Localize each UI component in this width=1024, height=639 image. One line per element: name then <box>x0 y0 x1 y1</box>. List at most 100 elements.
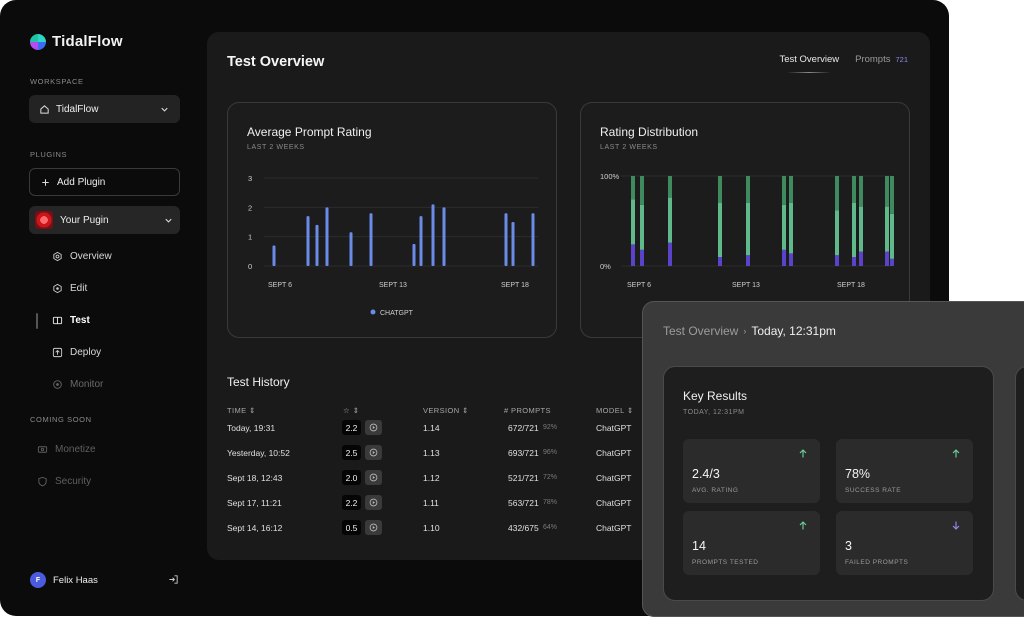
stacked-bar-segment[interactable] <box>835 176 839 211</box>
add-plugin-button[interactable]: Add Plugin <box>29 168 180 196</box>
stacked-bar-segment[interactable] <box>746 176 750 203</box>
view-run-button[interactable] <box>365 470 382 485</box>
stacked-bar-segment[interactable] <box>852 203 856 257</box>
workspace-select[interactable]: TidalFlow <box>29 95 180 123</box>
x-tick-label: SEPT 18 <box>837 282 865 289</box>
user-profile[interactable]: F Felix Haas <box>30 572 98 588</box>
bar[interactable] <box>325 207 329 266</box>
stacked-bar-segment[interactable] <box>631 199 635 245</box>
stacked-bar-segment[interactable] <box>668 197 672 243</box>
bar[interactable] <box>369 213 373 266</box>
row-model: ChatGPT <box>596 473 632 483</box>
stat-card: 14 PROMPTS TESTED <box>683 511 820 575</box>
row-model: ChatGPT <box>596 423 632 433</box>
bar[interactable] <box>531 213 535 266</box>
view-run-button[interactable] <box>365 445 382 460</box>
stacked-bar-segment[interactable] <box>859 251 863 266</box>
row-score: 2.2 <box>342 495 361 510</box>
nav-item-overview[interactable]: Overview <box>52 251 112 262</box>
stacked-bar-segment[interactable] <box>718 176 722 203</box>
nav-item-edit[interactable]: Edit <box>52 283 87 294</box>
stacked-bar-segment[interactable] <box>782 176 786 205</box>
arrow-up-icon <box>799 449 807 458</box>
row-time: Today, 19:31 <box>227 423 276 433</box>
row-pct: 78% <box>543 499 558 506</box>
tab-prompts[interactable]: Prompts 721 <box>855 54 908 65</box>
col-model[interactable]: MODEL ⇕ <box>596 406 634 415</box>
bar[interactable] <box>306 216 310 266</box>
sidebar: TidalFlow WORKSPACE TidalFlow PLUGINS Ad… <box>0 0 200 616</box>
bar[interactable] <box>272 245 276 266</box>
stacked-bar-segment[interactable] <box>668 176 672 198</box>
bar[interactable] <box>431 204 435 266</box>
stacked-bar-segment[interactable] <box>885 251 889 266</box>
stacked-bar-segment[interactable] <box>640 204 644 250</box>
app-name: TidalFlow <box>52 33 123 50</box>
top-tabs: Test Overview Prompts 721 <box>779 54 908 73</box>
stacked-bar-segment[interactable] <box>746 255 750 266</box>
bar[interactable] <box>349 232 353 266</box>
sort-icon: ⇕ <box>249 406 256 415</box>
nav-item-security: Security <box>37 476 91 487</box>
col-rating[interactable]: ☆ ⇕ <box>343 406 359 415</box>
stacked-bar-segment[interactable] <box>890 258 894 266</box>
page-title: Test Overview <box>227 54 325 70</box>
stat-label: SUCCESS RATE <box>845 487 902 494</box>
stacked-bar-segment[interactable] <box>859 206 863 252</box>
stacked-bar-segment[interactable] <box>782 204 786 250</box>
stacked-bar-segment[interactable] <box>789 203 793 254</box>
bar[interactable] <box>442 207 446 266</box>
col-prompts[interactable]: # PROMPTS <box>504 406 551 415</box>
stacked-bar-segment[interactable] <box>852 176 856 203</box>
stacked-bar-segment[interactable] <box>746 203 750 256</box>
view-run-button[interactable] <box>365 520 382 535</box>
workspace-label: WORKSPACE <box>30 77 84 86</box>
stacked-bar-segment[interactable] <box>718 203 722 257</box>
stat-value: 3 <box>845 539 852 553</box>
plugin-select[interactable]: Your Pugin <box>29 206 180 234</box>
tab-test-overview[interactable]: Test Overview <box>779 54 840 73</box>
stacked-bar-segment[interactable] <box>640 249 644 266</box>
stacked-bar-segment[interactable] <box>631 176 635 200</box>
stacked-bar-segment[interactable] <box>789 176 793 203</box>
key-results-panel: Test Overview › Today, 12:31pm Key Resul… <box>642 301 1024 617</box>
nav-item-deploy[interactable]: Deploy <box>52 347 101 358</box>
stacked-bar-segment[interactable] <box>789 253 793 266</box>
y-tick-label: 100% <box>600 172 620 181</box>
nav-item-test[interactable]: Test <box>52 315 90 326</box>
stacked-bar-segment[interactable] <box>782 249 786 266</box>
x-tick-label: SEPT 13 <box>379 282 407 289</box>
y-tick-label: 0% <box>600 262 611 271</box>
breadcrumb-parent[interactable]: Test Overview <box>663 324 739 338</box>
bar[interactable] <box>511 222 515 266</box>
avatar: F <box>30 572 46 588</box>
bar[interactable] <box>419 216 423 266</box>
col-label: TIME <box>227 406 247 415</box>
row-pct: 64% <box>543 524 558 531</box>
tab-label: Test Overview <box>779 54 840 65</box>
stacked-bar-segment[interactable] <box>835 210 839 256</box>
stacked-bar-segment[interactable] <box>890 176 894 214</box>
logo[interactable]: TidalFlow <box>30 33 123 50</box>
bar[interactable] <box>412 244 416 266</box>
nav-item-monitor[interactable]: Monitor <box>52 379 103 390</box>
row-prompts: 521/721 <box>508 473 539 483</box>
stacked-bar-segment[interactable] <box>852 257 856 266</box>
star-icon: ☆ <box>343 406 351 415</box>
bar[interactable] <box>504 213 508 266</box>
stacked-bar-segment[interactable] <box>668 242 672 266</box>
bar[interactable] <box>315 224 319 266</box>
stacked-bar-segment[interactable] <box>718 257 722 266</box>
stacked-bar-segment[interactable] <box>640 176 644 205</box>
stacked-bar-segment[interactable] <box>890 213 894 259</box>
stacked-bar-segment[interactable] <box>835 255 839 266</box>
view-run-button[interactable] <box>365 420 382 435</box>
col-time[interactable]: TIME ⇕ <box>227 406 256 415</box>
stacked-bar-segment[interactable] <box>885 176 889 207</box>
stacked-bar-segment[interactable] <box>859 176 863 207</box>
stacked-bar-segment[interactable] <box>631 244 635 266</box>
view-run-button[interactable] <box>365 495 382 510</box>
logout-icon[interactable] <box>168 574 179 585</box>
stacked-bar-segment[interactable] <box>885 206 889 252</box>
col-version[interactable]: VERSION ⇕ <box>423 406 469 415</box>
